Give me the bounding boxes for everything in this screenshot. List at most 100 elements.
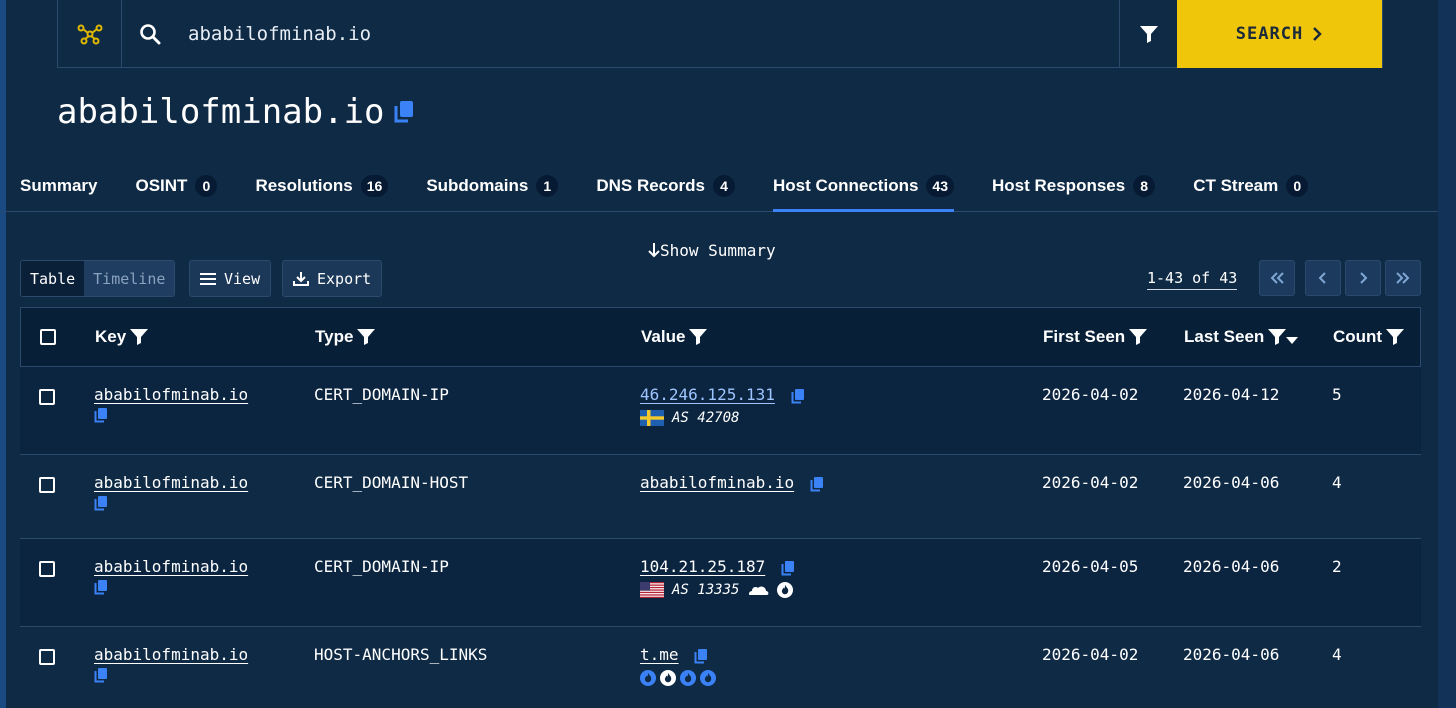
tab-summary[interactable]: Summary (20, 168, 97, 212)
key-link[interactable]: ababilofminab.io (94, 385, 249, 404)
table-row[interactable]: ababilofminab.io HOST-ANCHORS_LINKS t.me… (20, 627, 1421, 708)
tab-count-badge: 1 (536, 175, 559, 197)
show-summary-toggle[interactable]: Show Summary (648, 241, 776, 260)
key-link[interactable]: ababilofminab.io (94, 645, 249, 664)
key-link[interactable]: ababilofminab.io (94, 557, 249, 576)
column-header-first-seen[interactable]: First Seen (1043, 327, 1148, 347)
value-cell: 46.246.125.131 AS 42708 (640, 385, 805, 426)
copy-icon[interactable] (94, 407, 108, 423)
tab-label: Subdomains (426, 176, 529, 195)
first-seen-cell: 2026-04-05 (1042, 557, 1139, 576)
copy-icon[interactable] (781, 560, 795, 576)
search-input[interactable] (178, 0, 1120, 67)
chevron-right-icon (1360, 272, 1368, 284)
column-header-value[interactable]: Value (641, 327, 708, 347)
window-edge-left (0, 0, 6, 708)
us-flag-icon (640, 582, 664, 598)
copy-icon[interactable] (94, 495, 108, 511)
first-seen-cell: 2026-04-02 (1042, 385, 1139, 404)
scrollbar-track[interactable] (1438, 0, 1456, 708)
tab-count-badge: 16 (360, 175, 389, 197)
sort-descending-icon[interactable] (1286, 337, 1299, 345)
column-header-key[interactable]: Key (95, 327, 149, 347)
page-title: ababilofminab.io (57, 92, 415, 132)
row-checkbox[interactable] (39, 561, 55, 577)
tab-subdomains[interactable]: Subdomains 1 (426, 168, 559, 212)
column-header-count[interactable]: Count (1333, 327, 1405, 347)
search-button[interactable]: SEARCH (1177, 0, 1382, 68)
last-page-button[interactable] (1385, 260, 1421, 296)
tab-host-connections[interactable]: Host Connections 43 (772, 168, 955, 212)
download-icon (293, 271, 309, 286)
value-link[interactable]: 46.246.125.131 (640, 385, 775, 404)
first-page-button[interactable] (1259, 260, 1295, 296)
search-filter-button[interactable] (1120, 0, 1177, 67)
tab-count-badge: 4 (712, 175, 735, 197)
value-cell: ababilofminab.io (640, 473, 824, 492)
tab-osint[interactable]: OSINT 0 (135, 168, 218, 212)
filter-icon[interactable] (1386, 329, 1405, 345)
asn-label: AS 13335 (672, 582, 740, 598)
view-options-button[interactable]: View (189, 260, 272, 297)
flame-badge-icon (777, 582, 794, 598)
tab-host-responses[interactable]: Host Responses 8 (992, 168, 1156, 212)
next-page-button[interactable] (1345, 260, 1381, 296)
view-mode-toggle: Table Timeline (20, 260, 176, 297)
show-summary-label: Show Summary (660, 241, 776, 260)
value-link[interactable]: 104.21.25.187 (640, 557, 766, 576)
row-checkbox[interactable] (39, 389, 55, 405)
tab-dns-records[interactable]: DNS Records 4 (596, 168, 735, 212)
column-header-type[interactable]: Type (315, 327, 376, 347)
filter-icon (1139, 25, 1158, 43)
row-checkbox[interactable] (39, 649, 55, 665)
sweden-flag-icon (640, 410, 664, 426)
table-row[interactable]: ababilofminab.io CERT_DOMAIN-IP 46.246.1… (20, 367, 1421, 455)
copy-icon[interactable] (791, 388, 805, 404)
value-cell: 104.21.25.187 AS 13335 (640, 557, 795, 598)
filter-icon[interactable] (1268, 329, 1287, 345)
tab-resolutions[interactable]: Resolutions 16 (255, 168, 389, 212)
key-link[interactable]: ababilofminab.io (94, 473, 249, 492)
copy-icon[interactable] (94, 667, 108, 683)
filter-icon[interactable] (357, 329, 376, 345)
view-options-label: View (224, 269, 261, 288)
tab-ct-stream[interactable]: CT Stream 0 (1193, 168, 1309, 212)
table-row[interactable]: ababilofminab.io CERT_DOMAIN-IP 104.21.2… (20, 539, 1421, 627)
column-header-last-seen[interactable]: Last Seen (1184, 327, 1299, 347)
column-label: Value (641, 327, 686, 346)
copy-icon[interactable] (94, 579, 108, 595)
type-cell: CERT_DOMAIN-IP (314, 385, 449, 404)
tabs-divider (0, 211, 1438, 212)
column-label: Last Seen (1184, 327, 1265, 346)
filter-icon[interactable] (1129, 329, 1148, 345)
graph-icon (77, 24, 102, 44)
timeline-view-button[interactable]: Timeline (84, 261, 175, 296)
tab-label: CT Stream (1193, 176, 1279, 195)
copy-icon[interactable] (694, 648, 708, 664)
export-button[interactable]: Export (282, 260, 383, 297)
count-cell: 2 (1332, 557, 1342, 576)
copy-icon[interactable] (810, 476, 824, 492)
value-link[interactable]: t.me (640, 645, 679, 664)
tab-label: Summary (20, 176, 98, 195)
table-view-button[interactable]: Table (21, 261, 85, 296)
chevron-left-icon (1318, 272, 1326, 284)
value-link[interactable]: ababilofminab.io (640, 473, 795, 492)
previous-page-button[interactable] (1305, 260, 1341, 296)
last-seen-cell: 2026-04-06 (1183, 645, 1280, 664)
copy-icon[interactable] (393, 99, 415, 125)
flame-badge-icon (700, 670, 716, 686)
table-row[interactable]: ababilofminab.io CERT_DOMAIN-HOST ababil… (20, 455, 1421, 539)
column-label: Key (95, 327, 127, 346)
key-cell: ababilofminab.io (94, 645, 248, 683)
tab-count-badge: 8 (1133, 175, 1156, 197)
row-checkbox[interactable] (39, 477, 55, 493)
export-label: Export (317, 269, 372, 288)
flame-badge-icon (680, 670, 696, 686)
filter-icon[interactable] (130, 329, 149, 345)
select-all-checkbox[interactable] (40, 329, 56, 345)
first-seen-cell: 2026-04-02 (1042, 645, 1139, 664)
filter-icon[interactable] (689, 329, 708, 345)
pagination-count: 1-43 of 43 (1147, 269, 1238, 290)
graph-view-button[interactable] (58, 0, 122, 67)
